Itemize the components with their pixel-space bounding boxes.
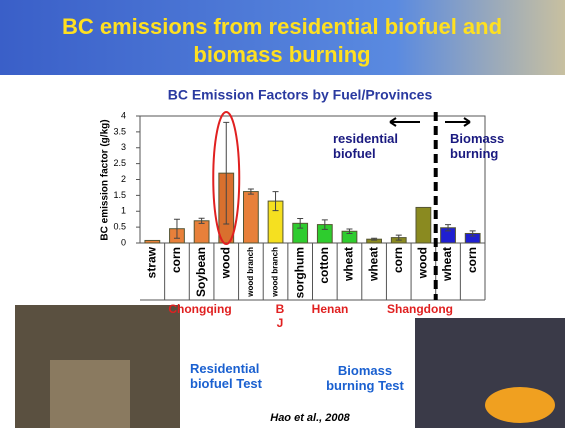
y-tick-label: 1 (121, 206, 126, 216)
x-tick-label: wood (218, 247, 232, 279)
x-tick-label: sorghum (292, 247, 306, 298)
y-axis-label: BC emission factor (g/kg) (100, 119, 111, 240)
fire (485, 387, 555, 423)
slide: BC emissions from residential biofuel an… (0, 0, 565, 428)
y-tick-label: 4 (121, 110, 126, 120)
y-tick-label: 0 (121, 237, 126, 247)
x-tick-label: Soybean (194, 247, 208, 297)
y-tick-label: 1.5 (113, 190, 126, 200)
y-tick-label: 0.5 (113, 222, 126, 232)
arrow-right (445, 118, 470, 126)
x-tick-label: corn (465, 247, 479, 273)
y-tick-label: 3.5 (113, 126, 126, 136)
y-tick-label: 2 (121, 174, 126, 184)
x-tick-label: wood branch (246, 247, 255, 298)
x-tick-label: wheat (366, 247, 380, 282)
x-tick-label: cotton (317, 247, 331, 284)
x-tick-label: corn (169, 247, 183, 273)
x-tick-label: wheat (440, 247, 454, 282)
photo-detail (50, 360, 130, 428)
y-tick-label: 3 (121, 142, 126, 152)
x-tick-label: wheat (342, 247, 356, 282)
bar (244, 192, 259, 243)
citation: Hao et al., 2008 (270, 412, 350, 424)
slide-title-1: BC emissions from residential biofuel an… (62, 14, 502, 39)
group-label: Henan (312, 302, 349, 316)
bar (145, 240, 160, 243)
slide-title-cont: biomass burning (193, 42, 370, 67)
x-tick-label: wood branch (271, 247, 280, 298)
x-tick-label: corn (391, 247, 405, 273)
chart-title: BC Emission Factors by Fuel/Provinces (168, 87, 433, 103)
y-tick-label: 2.5 (113, 158, 126, 168)
group-label: Shangdong (387, 302, 453, 316)
bar (194, 221, 209, 243)
bar (416, 207, 431, 243)
x-tick-label: straw (144, 246, 158, 278)
plot-frame (140, 116, 485, 243)
arrow-left (390, 118, 420, 126)
x-tick-label: wood (416, 247, 430, 279)
group-label: Chongqing (168, 302, 231, 316)
